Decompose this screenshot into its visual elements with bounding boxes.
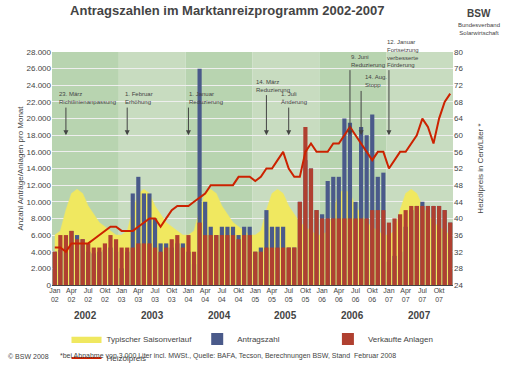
svg-text:60: 60: [454, 131, 463, 140]
svg-text:2004: 2004: [208, 310, 231, 321]
svg-text:52: 52: [454, 164, 463, 173]
svg-text:22.000: 22.000: [27, 98, 52, 107]
svg-text:Jan06: Jan06: [316, 287, 327, 303]
svg-text:2003: 2003: [141, 310, 164, 321]
svg-text:Heizölpreis: Heizölpreis: [107, 354, 147, 363]
svg-text:Jan05: Jan05: [250, 287, 261, 303]
svg-text:72: 72: [454, 81, 463, 90]
svg-text:2.000: 2.000: [31, 264, 52, 273]
svg-text:Okt06: Okt06: [367, 287, 378, 303]
svg-text:8.000: 8.000: [31, 214, 52, 223]
svg-text:Okt02: Okt02: [99, 287, 110, 303]
svg-text:1. JuliÄnderung: 1. JuliÄnderung: [281, 91, 307, 105]
svg-text:Typischer Saisonverlauf: Typischer Saisonverlauf: [107, 335, 193, 344]
svg-text:Anzahl Anträge/Anlagen pro Mon: Anzahl Anträge/Anlagen pro Monat: [16, 106, 25, 231]
svg-text:32: 32: [454, 248, 463, 257]
svg-text:40: 40: [454, 214, 463, 223]
svg-text:Apr07: Apr07: [400, 287, 412, 303]
svg-text:Antragszahl: Antragszahl: [237, 335, 279, 344]
svg-text:18.000: 18.000: [27, 131, 52, 140]
svg-text:12. JanuarFortsetzungverbesser: 12. JanuarFortsetzungverbesserteFörderun…: [387, 39, 419, 68]
svg-text:12.000: 12.000: [27, 181, 52, 190]
svg-text:Jul07: Jul07: [418, 287, 427, 303]
svg-text:Jan02: Jan02: [49, 287, 60, 303]
svg-text:44: 44: [454, 198, 463, 207]
svg-text:2007: 2007: [408, 310, 431, 321]
svg-text:Verkaufte Anlagen: Verkaufte Anlagen: [368, 335, 433, 344]
svg-text:Jul06: Jul06: [351, 287, 360, 303]
svg-text:Okt05: Okt05: [300, 287, 311, 303]
svg-text:80: 80: [454, 48, 463, 57]
svg-text:6.000: 6.000: [31, 231, 52, 240]
svg-text:24: 24: [454, 281, 463, 290]
svg-text:14. Aug.Stopp: 14. Aug.Stopp: [365, 74, 387, 88]
svg-text:26.000: 26.000: [27, 64, 52, 73]
svg-text:64: 64: [454, 114, 463, 123]
svg-text:14. MärzReduzierung: 14. MärzReduzierung: [256, 79, 290, 93]
svg-text:Apr02: Apr02: [66, 287, 78, 303]
svg-text:Jan03: Jan03: [116, 287, 127, 303]
svg-text:Jul04: Jul04: [217, 287, 226, 303]
svg-text:Jul05: Jul05: [284, 287, 293, 303]
svg-text:48: 48: [454, 181, 463, 190]
svg-text:2002: 2002: [74, 310, 97, 321]
svg-text:Apr04: Apr04: [200, 287, 212, 303]
svg-text:Apr06: Apr06: [333, 287, 345, 303]
svg-text:76: 76: [454, 64, 463, 73]
svg-text:28.000: 28.000: [27, 48, 52, 57]
svg-text:Apr03: Apr03: [133, 287, 145, 303]
svg-text:16.000: 16.000: [27, 148, 52, 157]
svg-text:36: 36: [454, 231, 463, 240]
svg-text:24.000: 24.000: [27, 81, 52, 90]
svg-text:BundesverbandSolarwirtschaft: BundesverbandSolarwirtschaft: [458, 22, 500, 36]
svg-text:2006: 2006: [341, 310, 364, 321]
svg-text:Jul03: Jul03: [151, 287, 160, 303]
svg-text:Okt03: Okt03: [166, 287, 177, 303]
svg-text:© BSW 2008: © BSW 2008: [8, 353, 49, 360]
svg-text:10.000: 10.000: [27, 198, 52, 207]
svg-text:BSW: BSW: [467, 8, 491, 19]
svg-text:Okt07: Okt07: [434, 287, 445, 303]
svg-text:20.000: 20.000: [27, 114, 52, 123]
svg-text:Jan04: Jan04: [183, 287, 194, 303]
svg-text:4.000: 4.000: [31, 248, 52, 257]
svg-text:9. JuniReduzierung: 9. JuniReduzierung: [351, 54, 385, 68]
svg-text:0: 0: [47, 281, 52, 290]
svg-text:14.000: 14.000: [27, 164, 52, 173]
svg-text:1. FebruarErhöhung: 1. FebruarErhöhung: [125, 91, 153, 105]
svg-text:*bei Abnahme von 3.000 Liter i: *bei Abnahme von 3.000 Liter incl. MWSt.…: [60, 352, 396, 360]
svg-text:Heizölpreis in Cent/Liter *: Heizölpreis in Cent/Liter *: [476, 123, 485, 213]
svg-text:28: 28: [454, 264, 463, 273]
svg-text:68: 68: [454, 98, 463, 107]
svg-text:1. JanuarReduzierung: 1. JanuarReduzierung: [189, 91, 223, 105]
svg-text:Jul02: Jul02: [84, 287, 93, 303]
svg-text:Antragszahlen im Marktanreizpr: Antragszahlen im Marktanreizprogramm 200…: [70, 3, 384, 18]
svg-text:23. MärzRichtlinienanpassung: 23. MärzRichtlinienanpassung: [59, 91, 116, 105]
svg-text:Okt04: Okt04: [233, 287, 244, 303]
svg-text:Apr05: Apr05: [267, 287, 279, 303]
svg-text:56: 56: [454, 148, 463, 157]
svg-text:2005: 2005: [274, 310, 297, 321]
svg-text:Jan07: Jan07: [383, 287, 394, 303]
